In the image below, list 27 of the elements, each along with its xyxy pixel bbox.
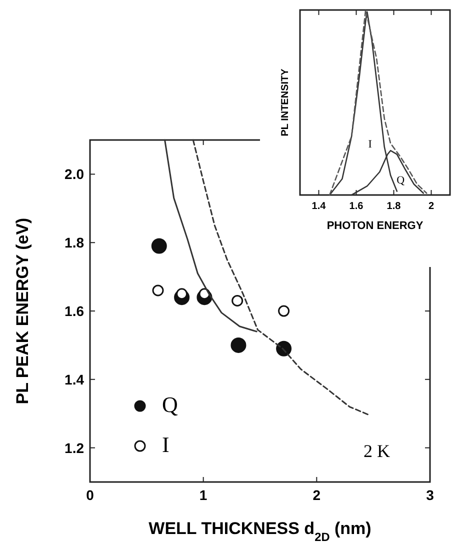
x-axis-title: PHOTON ENERGY — [326, 220, 424, 232]
y-axis-title: PL PEAK ENERGY (eV) — [13, 218, 32, 404]
x-tick-label: 1.6 — [349, 201, 364, 212]
point — [152, 284, 164, 296]
x-tick-label: 1.8 — [386, 201, 402, 212]
legend-label: I — [162, 432, 170, 457]
y-tick-label: 1.6 — [64, 303, 84, 319]
x-axis-title: WELL THICKNESS d$_{2D}$ (nm) — [148, 519, 372, 544]
y-axis-title: PL INTENSITY — [280, 68, 291, 136]
point — [230, 337, 246, 353]
point — [232, 294, 244, 306]
legend-label: Q — [162, 392, 178, 417]
series-label: Q — [396, 174, 405, 186]
series-label: I — [368, 138, 372, 151]
y-tick-label: 1.2 — [64, 440, 84, 456]
x-tick-label: 1 — [199, 487, 208, 503]
point — [151, 238, 167, 254]
x-tick-label: 0 — [86, 487, 94, 503]
y-tick-label: 1.8 — [64, 234, 84, 251]
x-tick-label: 1.4 — [312, 201, 326, 212]
x-tick-label: 2 — [428, 201, 434, 212]
x-tick-label: 2 — [312, 487, 321, 503]
annotation: 2 K — [364, 441, 390, 461]
y-tick-label: 2.0 — [64, 166, 84, 182]
x-tick-label: 3 — [426, 487, 434, 503]
point — [278, 305, 290, 317]
y-tick-label: 1.4 — [64, 371, 84, 388]
